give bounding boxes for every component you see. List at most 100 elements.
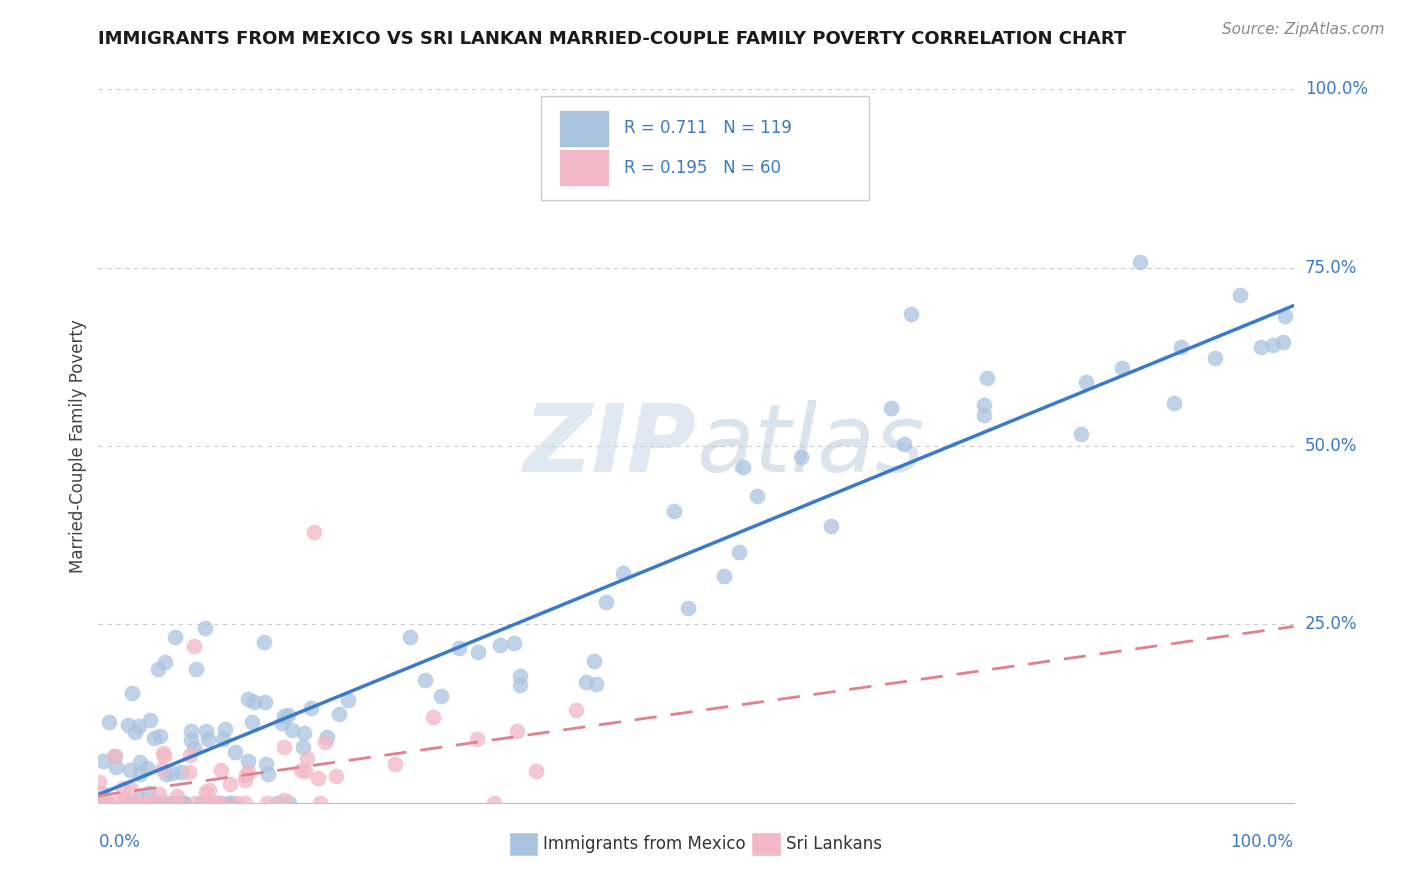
Point bbox=[893, 437, 915, 451]
Point bbox=[132, 796, 155, 810]
Point bbox=[1170, 340, 1192, 354]
Point bbox=[197, 732, 219, 747]
Point bbox=[973, 408, 995, 422]
Point bbox=[115, 796, 138, 810]
Point bbox=[506, 724, 529, 739]
Point bbox=[676, 600, 699, 615]
Point bbox=[148, 787, 170, 801]
Point bbox=[524, 764, 547, 778]
Point bbox=[169, 796, 191, 810]
Point bbox=[139, 796, 162, 810]
Point bbox=[128, 767, 150, 781]
Point bbox=[160, 765, 183, 780]
Point bbox=[104, 796, 127, 810]
Point bbox=[612, 566, 634, 580]
Point bbox=[120, 782, 142, 797]
Point bbox=[98, 715, 121, 730]
Point bbox=[1111, 360, 1133, 375]
Point bbox=[280, 723, 302, 737]
Point bbox=[194, 724, 217, 739]
Point bbox=[91, 796, 114, 810]
Point bbox=[1163, 396, 1185, 410]
Point bbox=[183, 741, 205, 756]
FancyBboxPatch shape bbox=[541, 96, 869, 200]
Point bbox=[125, 796, 148, 810]
Point bbox=[138, 796, 160, 810]
Point bbox=[595, 595, 617, 609]
Point bbox=[160, 796, 183, 810]
Point bbox=[146, 662, 169, 676]
Point bbox=[177, 764, 200, 779]
Point bbox=[146, 796, 169, 810]
Point bbox=[138, 796, 160, 810]
Point bbox=[273, 740, 295, 755]
Point bbox=[235, 768, 257, 782]
Point bbox=[87, 775, 110, 789]
Point bbox=[315, 730, 337, 744]
Point bbox=[129, 796, 152, 810]
Point bbox=[104, 749, 127, 764]
Point bbox=[219, 796, 242, 810]
Point bbox=[184, 662, 207, 676]
Point bbox=[91, 796, 114, 810]
Point bbox=[117, 796, 139, 810]
Point bbox=[166, 796, 188, 810]
Point bbox=[219, 777, 242, 791]
Text: ZIP: ZIP bbox=[523, 400, 696, 492]
Point bbox=[195, 785, 218, 799]
Point bbox=[138, 786, 160, 800]
Point bbox=[170, 765, 193, 780]
Point bbox=[150, 762, 173, 776]
Point bbox=[242, 695, 264, 709]
Point bbox=[173, 796, 195, 810]
Point bbox=[1271, 334, 1294, 349]
Point bbox=[224, 746, 246, 760]
Point bbox=[1274, 309, 1296, 323]
Point bbox=[294, 726, 316, 740]
Point bbox=[219, 796, 242, 810]
Point bbox=[465, 731, 488, 746]
FancyBboxPatch shape bbox=[558, 110, 609, 147]
Point bbox=[138, 796, 160, 810]
Point bbox=[254, 695, 277, 709]
Point bbox=[198, 796, 221, 810]
Point bbox=[138, 796, 160, 810]
Point bbox=[214, 722, 236, 736]
Point bbox=[211, 796, 233, 810]
Point bbox=[1074, 375, 1097, 389]
Text: Source: ZipAtlas.com: Source: ZipAtlas.com bbox=[1222, 22, 1385, 37]
Point bbox=[91, 787, 114, 801]
Point bbox=[143, 731, 166, 745]
Point bbox=[662, 504, 685, 518]
Point bbox=[152, 746, 174, 760]
Text: 75.0%: 75.0% bbox=[1305, 259, 1357, 277]
Point bbox=[256, 796, 278, 810]
Point bbox=[238, 765, 260, 780]
Point bbox=[328, 706, 350, 721]
Point bbox=[129, 755, 152, 769]
Point bbox=[112, 793, 135, 807]
Point bbox=[254, 757, 277, 772]
Point bbox=[197, 783, 219, 797]
Point bbox=[467, 645, 489, 659]
Point bbox=[233, 772, 256, 787]
Text: Immigrants from Mexico: Immigrants from Mexico bbox=[543, 835, 745, 853]
Point bbox=[212, 731, 235, 746]
Text: R = 0.711   N = 119: R = 0.711 N = 119 bbox=[624, 120, 792, 137]
Point bbox=[111, 781, 134, 796]
Point bbox=[585, 676, 607, 690]
Point bbox=[117, 718, 139, 732]
Point bbox=[211, 763, 233, 777]
Point bbox=[271, 716, 294, 731]
Point bbox=[253, 634, 276, 648]
Point bbox=[509, 669, 531, 683]
Point bbox=[482, 796, 505, 810]
Point bbox=[790, 450, 813, 464]
Text: Sri Lankans: Sri Lankans bbox=[786, 835, 882, 853]
Point bbox=[209, 796, 232, 810]
Point bbox=[117, 796, 139, 810]
Point bbox=[820, 519, 842, 533]
Point bbox=[384, 756, 406, 771]
Point bbox=[236, 692, 259, 706]
Point bbox=[292, 740, 315, 755]
